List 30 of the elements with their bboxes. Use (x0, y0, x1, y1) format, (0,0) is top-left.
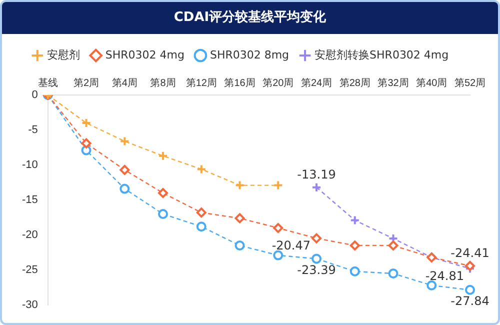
x-tick-label: 第32周 (378, 76, 409, 89)
x-tick-label: 基线 (38, 76, 58, 89)
data-label: -24.41 (450, 246, 490, 260)
x-tick-label: 第4周 (112, 76, 138, 89)
data-label: -27.84 (450, 294, 490, 308)
y-tick-label: -30 (22, 299, 38, 312)
data-label: -24.81 (425, 268, 464, 283)
data-label: -13.19 (297, 167, 336, 182)
x-tick-label: 第28周 (339, 76, 370, 89)
x-tick-label: 第40周 (416, 76, 448, 89)
x-tick-label: 第24周 (300, 76, 332, 89)
legend-label: SHR0302 4mg (105, 48, 184, 62)
legend-label: SHR0302 8mg (210, 48, 290, 62)
data-label: -20.47 (272, 238, 311, 252)
y-tick-label: -5 (28, 124, 38, 136)
x-tick-label: 第52周 (454, 76, 486, 89)
x-tick-label: 第20周 (262, 76, 294, 89)
legend-label: 安慰剂 (46, 48, 80, 62)
y-tick-label: -10 (22, 159, 38, 172)
legend-label: 安慰剂转换SHR0302 4mg (314, 48, 449, 62)
y-tick-label: -20 (22, 229, 38, 242)
y-tick-label: 0 (32, 89, 38, 102)
x-tick-label: 第16周 (224, 76, 256, 89)
x-tick-label: 第2周 (73, 76, 100, 89)
x-tick-label: 第8周 (150, 76, 176, 89)
chart-title: CDAI评分较基线平均变化 (2, 2, 498, 34)
y-tick-label: -25 (22, 264, 38, 276)
data-label: -23.39 (297, 262, 336, 277)
y-tick-label: -15 (22, 194, 38, 206)
x-tick-label: 第12周 (186, 76, 217, 89)
